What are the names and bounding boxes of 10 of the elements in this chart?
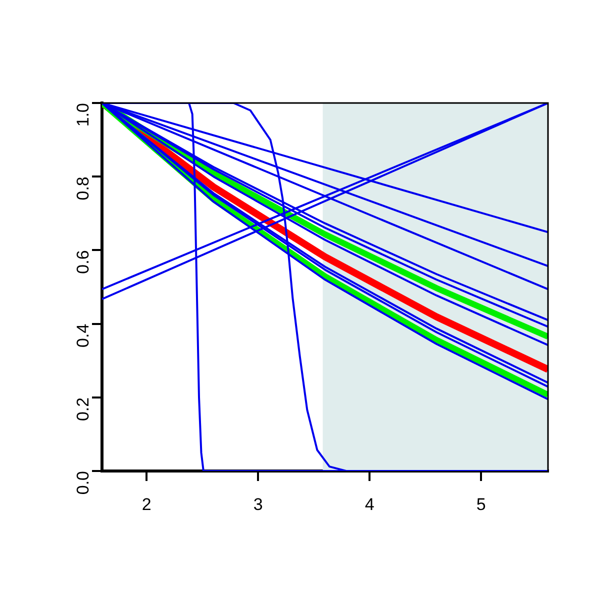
y-tick-label: 0.0	[74, 471, 93, 495]
y-tick-label: 0.6	[74, 250, 93, 274]
y-tick-label: 0.8	[74, 176, 93, 200]
y-tick-label: 0.4	[74, 324, 93, 348]
y-tick-label: 1.0	[74, 103, 93, 127]
y-tick-label: 0.2	[74, 397, 93, 422]
x-tick-label: 3	[253, 494, 263, 514]
x-tick-label: 2	[142, 494, 152, 514]
x-tick-label: 4	[364, 494, 374, 514]
x-tick-label: 5	[476, 494, 486, 514]
